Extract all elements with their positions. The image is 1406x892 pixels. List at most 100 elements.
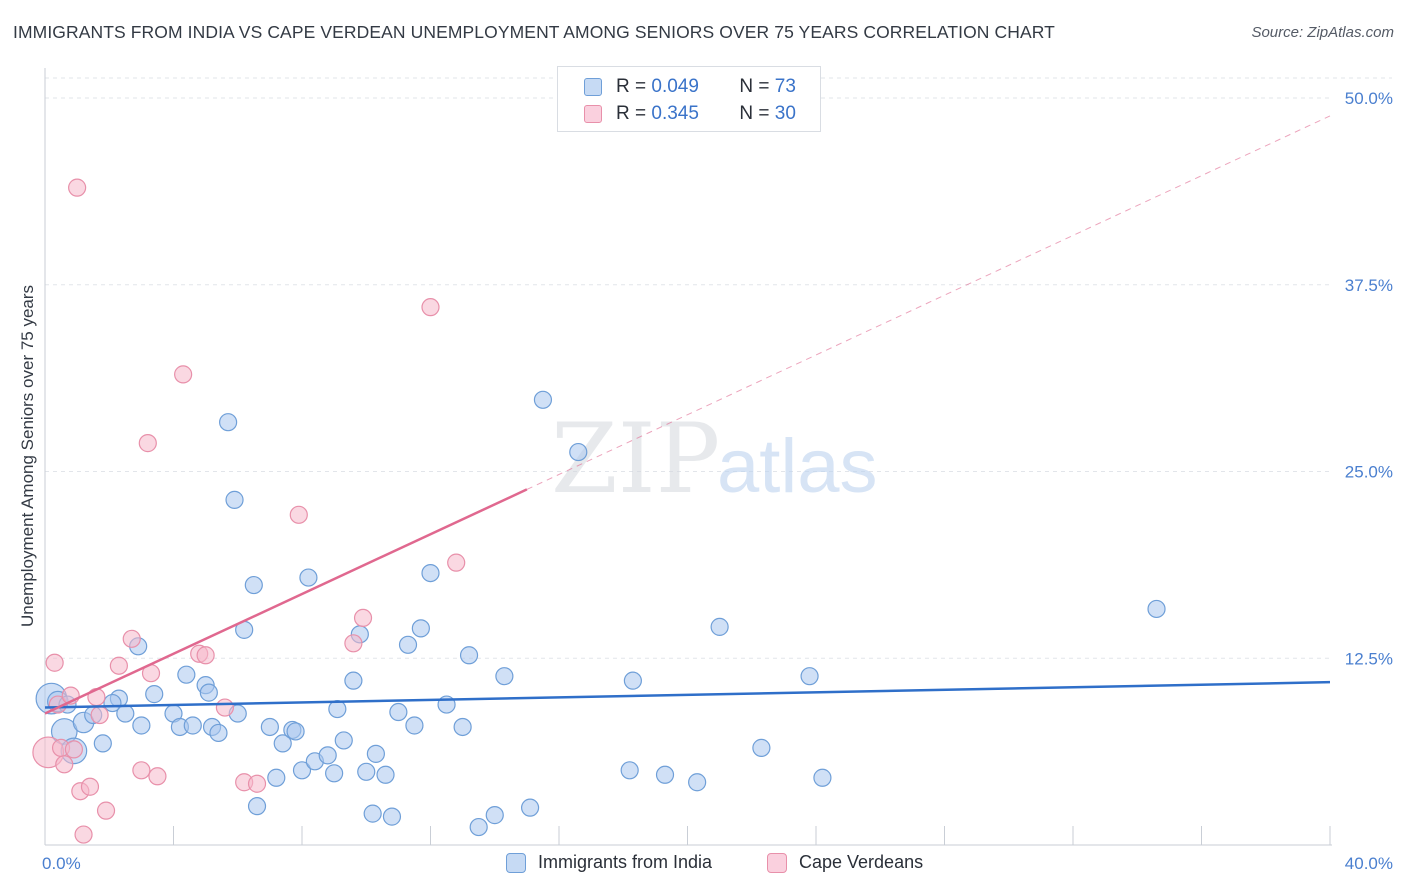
india-point bbox=[655, 765, 675, 784]
cape-point bbox=[138, 434, 157, 453]
india-point bbox=[116, 704, 135, 723]
cape-point bbox=[109, 656, 128, 675]
chart-title: IMMIGRANTS FROM INDIA VS CAPE VERDEAN UN… bbox=[13, 22, 1055, 42]
india-point bbox=[225, 490, 244, 509]
legend-n-label: N = bbox=[739, 76, 770, 97]
legend-row-cape: R = 0.345 N = 30 bbox=[584, 102, 796, 126]
cape-point bbox=[215, 698, 234, 717]
india-point bbox=[183, 716, 202, 735]
y-tick-label: 12.5% bbox=[1345, 649, 1393, 668]
legend-swatch-india bbox=[506, 852, 526, 873]
india-point bbox=[405, 716, 424, 735]
india-point bbox=[453, 717, 472, 737]
cape-point bbox=[122, 629, 141, 648]
india-point bbox=[469, 817, 488, 837]
india-point bbox=[334, 731, 353, 750]
india-point bbox=[800, 667, 819, 686]
cape-trend-extension bbox=[526, 115, 1331, 490]
india-point bbox=[1147, 599, 1166, 619]
legend-item-cape: Cape Verdeans bbox=[767, 852, 923, 873]
legend-swatch-india bbox=[584, 78, 602, 96]
cape-point bbox=[289, 505, 308, 524]
india-point bbox=[292, 761, 312, 780]
india-point bbox=[688, 773, 707, 792]
legend-r-label: R = bbox=[616, 76, 647, 97]
india-point bbox=[533, 390, 553, 409]
correlation-legend: R = 0.049 N = 73 R = 0.345 N = 30 bbox=[557, 66, 821, 132]
india-point bbox=[485, 806, 504, 825]
india-point bbox=[318, 746, 337, 765]
legend-n-value-india: 73 bbox=[774, 76, 796, 97]
watermark-atlas: atlas bbox=[717, 424, 878, 509]
trend-lines bbox=[44, 115, 1331, 715]
y-tick-label: 37.5% bbox=[1345, 276, 1393, 295]
india-point bbox=[93, 734, 112, 753]
cape-point bbox=[421, 298, 440, 317]
legend-label-cape: Cape Verdeans bbox=[799, 852, 924, 872]
cape-point bbox=[174, 365, 193, 384]
india-point bbox=[132, 716, 151, 735]
india-point bbox=[398, 635, 418, 654]
cape-point bbox=[90, 705, 109, 725]
india-point bbox=[710, 617, 729, 636]
india-point bbox=[247, 797, 267, 816]
y-axis-title: Unemployment Among Seniors over 75 years bbox=[18, 285, 37, 627]
legend-swatch-cape bbox=[767, 852, 787, 873]
x-tick-label: 40.0% bbox=[1345, 854, 1393, 873]
india-point bbox=[145, 685, 164, 704]
legend-n-value-cape: 30 bbox=[774, 103, 796, 124]
india-trend-line bbox=[44, 680, 1331, 709]
legend-n-label: N = bbox=[739, 103, 770, 124]
india-point bbox=[520, 798, 540, 817]
legend-r-value-india: 0.049 bbox=[651, 76, 699, 97]
legend-item-india: Immigrants from India bbox=[506, 852, 712, 873]
cape-trend-line bbox=[44, 488, 528, 715]
india-point bbox=[366, 744, 385, 763]
gridlines bbox=[45, 77, 1392, 659]
cape-point bbox=[80, 777, 100, 796]
cape-point bbox=[55, 755, 74, 774]
tick-labels: 12.5% 25.0% 37.5% 50.0% 0.0% 40.0% bbox=[42, 89, 1393, 873]
india-point bbox=[376, 765, 395, 784]
india-point bbox=[344, 671, 363, 690]
india-point bbox=[299, 568, 318, 587]
legend-label-india: Immigrants from India bbox=[538, 852, 713, 872]
india-point bbox=[382, 807, 402, 826]
india-point bbox=[421, 563, 440, 583]
axes bbox=[44, 68, 1332, 846]
x-tick-label: 0.0% bbox=[42, 854, 81, 873]
cape-point bbox=[247, 774, 267, 793]
india-point bbox=[620, 761, 639, 780]
series-legend: Immigrants from India Cape Verdeans bbox=[0, 852, 1406, 878]
cape-point bbox=[64, 740, 84, 759]
india-point bbox=[209, 723, 228, 743]
y-tick-label: 50.0% bbox=[1345, 89, 1393, 108]
legend-swatch-cape bbox=[584, 105, 602, 123]
cape-point bbox=[353, 608, 373, 628]
cape-point bbox=[96, 801, 116, 820]
india-point bbox=[411, 619, 430, 638]
india-point bbox=[459, 646, 479, 665]
cape-point bbox=[196, 646, 215, 665]
india-point bbox=[623, 671, 642, 690]
cape-point bbox=[148, 767, 167, 786]
legend-r-value-cape: 0.345 bbox=[651, 103, 699, 124]
india-point bbox=[363, 804, 382, 823]
india-point bbox=[325, 764, 344, 783]
india-point bbox=[752, 738, 771, 757]
cape-point bbox=[447, 553, 466, 572]
cape-point bbox=[132, 761, 151, 780]
watermark: ZIP atlas bbox=[551, 403, 878, 515]
y-tick-label: 25.0% bbox=[1345, 463, 1393, 482]
india-point bbox=[219, 413, 238, 432]
india-point bbox=[177, 665, 196, 684]
cape-point bbox=[74, 825, 93, 844]
india-point bbox=[273, 734, 292, 753]
india-point bbox=[495, 667, 514, 686]
india-point bbox=[569, 442, 588, 462]
legend-r-label: R = bbox=[616, 103, 647, 124]
source-label: Source: ZipAtlas.com bbox=[1251, 24, 1394, 41]
india-point bbox=[267, 768, 286, 787]
india-point bbox=[286, 722, 305, 741]
